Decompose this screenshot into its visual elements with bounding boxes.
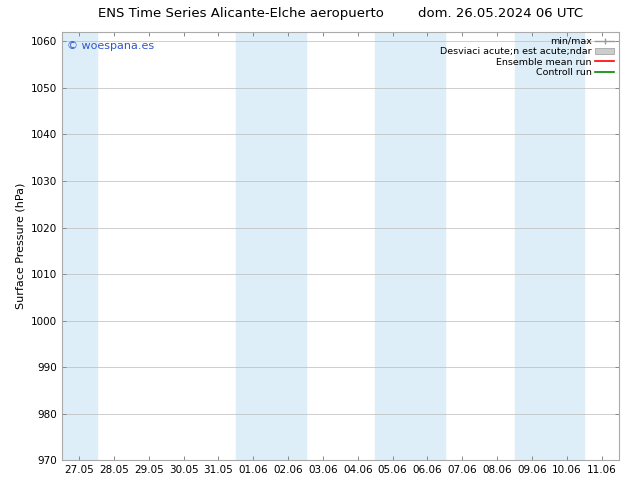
Bar [515,32,549,460]
Bar [410,32,445,460]
Bar [271,32,306,460]
Y-axis label: Surface Pressure (hPa): Surface Pressure (hPa) [15,183,25,309]
Text: © woespana.es: © woespana.es [67,41,154,50]
Bar [61,32,96,460]
Bar [236,32,271,460]
Legend: min/max, Desviaci acute;n est acute;ndar, Ensemble mean run, Controll run: min/max, Desviaci acute;n est acute;ndar… [440,37,614,77]
Text: ENS Time Series Alicante-Elche aeropuerto: ENS Time Series Alicante-Elche aeropuert… [98,7,384,21]
Text: dom. 26.05.2024 06 UTC: dom. 26.05.2024 06 UTC [418,7,583,21]
Bar [375,32,410,460]
Bar [549,32,584,460]
